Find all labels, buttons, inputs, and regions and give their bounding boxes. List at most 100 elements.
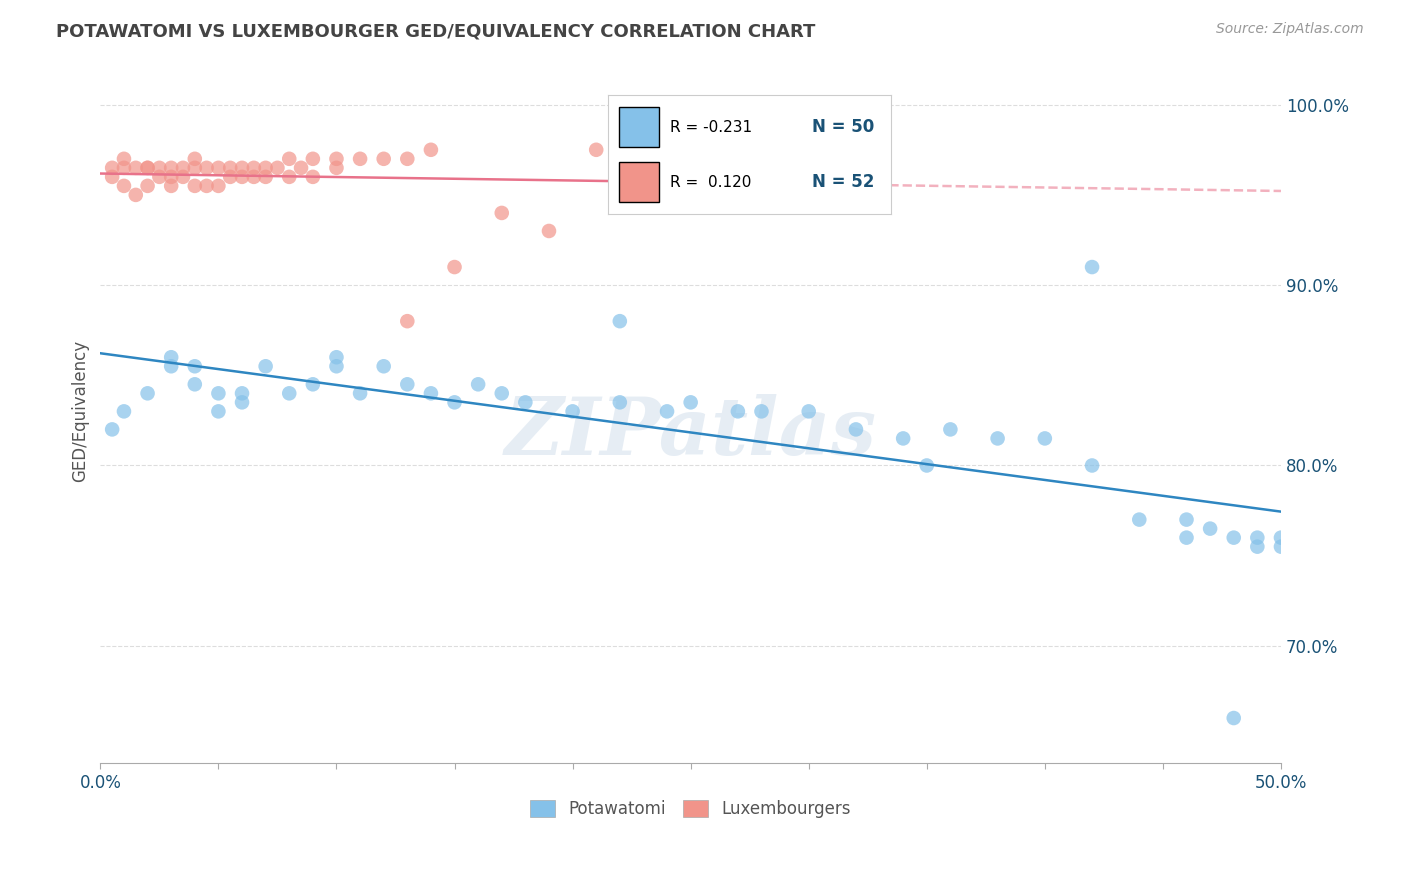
- Point: [278, 152, 301, 166]
- Point: [136, 161, 159, 175]
- Point: [396, 314, 419, 328]
- Point: [219, 169, 242, 184]
- Point: [184, 161, 207, 175]
- Point: [160, 351, 183, 365]
- Point: [243, 169, 266, 184]
- Point: [160, 359, 183, 374]
- Point: [112, 178, 135, 193]
- Point: [302, 152, 325, 166]
- Point: [136, 161, 159, 175]
- Point: [231, 161, 253, 175]
- Point: [172, 161, 194, 175]
- Point: [585, 143, 607, 157]
- Point: [184, 178, 207, 193]
- Point: [515, 395, 537, 409]
- Point: [609, 395, 631, 409]
- Point: [1199, 522, 1222, 536]
- Point: [325, 161, 347, 175]
- Point: [278, 169, 301, 184]
- Point: [254, 169, 277, 184]
- Point: [231, 395, 253, 409]
- Point: [915, 458, 938, 473]
- Point: [537, 224, 560, 238]
- Point: [373, 359, 395, 374]
- Point: [349, 152, 371, 166]
- Point: [1222, 531, 1244, 545]
- Point: [160, 169, 183, 184]
- Point: [939, 422, 962, 436]
- Point: [679, 395, 702, 409]
- Point: [278, 386, 301, 401]
- Point: [195, 178, 218, 193]
- Point: [491, 386, 513, 401]
- Point: [1081, 260, 1104, 274]
- Point: [290, 161, 312, 175]
- Point: [1033, 432, 1056, 446]
- Point: [184, 152, 207, 166]
- Point: [1270, 540, 1292, 554]
- Point: [254, 359, 277, 374]
- Point: [112, 161, 135, 175]
- Point: [101, 422, 124, 436]
- Point: [679, 143, 702, 157]
- Point: [1246, 531, 1268, 545]
- Point: [609, 314, 631, 328]
- Point: [148, 169, 170, 184]
- Point: [845, 422, 868, 436]
- Point: [396, 377, 419, 392]
- Point: [148, 161, 170, 175]
- Point: [1128, 513, 1150, 527]
- Point: [1175, 513, 1198, 527]
- Point: [419, 386, 441, 401]
- Point: [419, 143, 441, 157]
- Point: [655, 152, 678, 166]
- Point: [1246, 540, 1268, 554]
- Point: [266, 161, 288, 175]
- Point: [561, 404, 583, 418]
- Point: [727, 404, 749, 418]
- Point: [184, 377, 207, 392]
- Text: ZIPatlas: ZIPatlas: [505, 393, 877, 471]
- Point: [1081, 458, 1104, 473]
- Point: [467, 377, 489, 392]
- Point: [184, 359, 207, 374]
- Point: [219, 161, 242, 175]
- Point: [125, 187, 148, 202]
- Point: [1270, 531, 1292, 545]
- Point: [633, 143, 655, 157]
- Point: [396, 152, 419, 166]
- Point: [797, 404, 820, 418]
- Point: [160, 161, 183, 175]
- Point: [302, 377, 325, 392]
- Point: [207, 161, 229, 175]
- Point: [891, 432, 914, 446]
- Text: Source: ZipAtlas.com: Source: ZipAtlas.com: [1216, 22, 1364, 37]
- Point: [125, 161, 148, 175]
- Point: [254, 161, 277, 175]
- Point: [443, 260, 465, 274]
- Point: [160, 178, 183, 193]
- Point: [1222, 711, 1244, 725]
- Point: [325, 152, 347, 166]
- Point: [349, 386, 371, 401]
- Point: [231, 169, 253, 184]
- Point: [101, 161, 124, 175]
- Point: [207, 178, 229, 193]
- Point: [101, 169, 124, 184]
- Point: [302, 169, 325, 184]
- Point: [491, 206, 513, 220]
- Point: [207, 404, 229, 418]
- Y-axis label: GED/Equivalency: GED/Equivalency: [72, 341, 89, 483]
- Point: [112, 152, 135, 166]
- Point: [443, 395, 465, 409]
- Point: [373, 152, 395, 166]
- Point: [1175, 531, 1198, 545]
- Point: [136, 386, 159, 401]
- Point: [231, 386, 253, 401]
- Point: [112, 404, 135, 418]
- Point: [325, 351, 347, 365]
- Point: [243, 161, 266, 175]
- Point: [136, 178, 159, 193]
- Legend: Potawatomi, Luxembourgers: Potawatomi, Luxembourgers: [524, 794, 858, 825]
- Point: [655, 404, 678, 418]
